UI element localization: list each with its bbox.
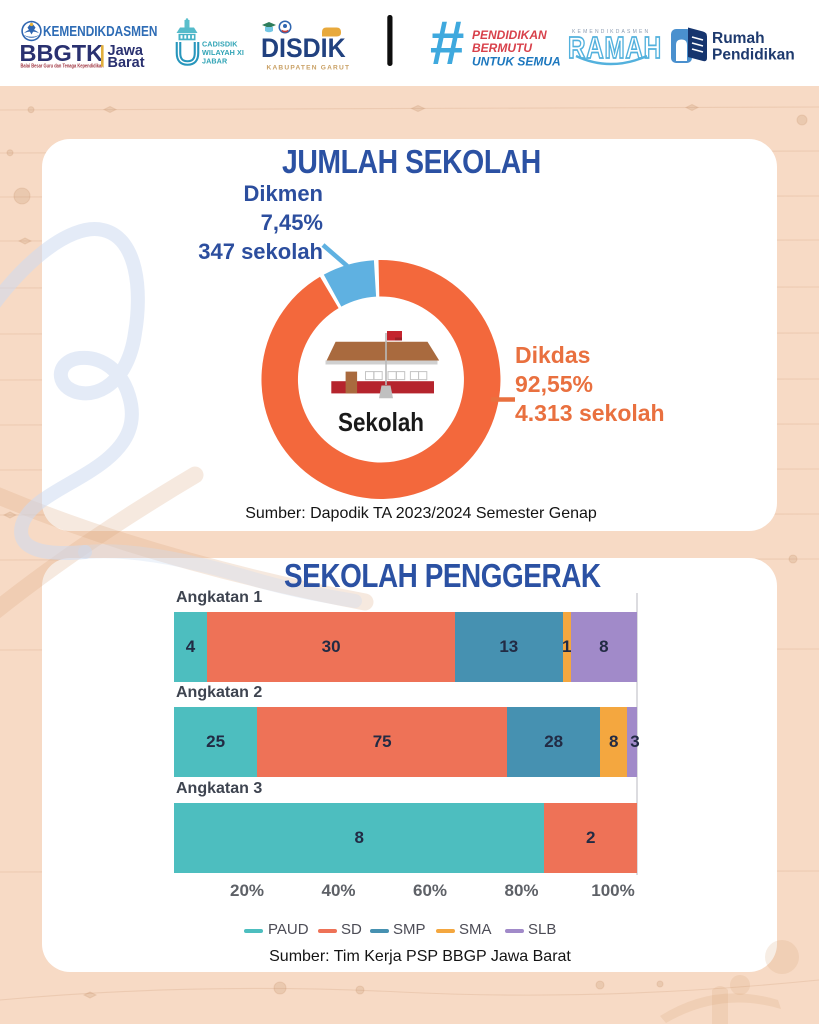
svg-text:Jawa: Jawa xyxy=(108,43,144,59)
svg-text:#: # xyxy=(429,9,464,78)
svg-text:BBGTK: BBGTK xyxy=(20,40,104,66)
svg-text:BERMUTU: BERMUTU xyxy=(472,41,532,55)
svg-text:KEMENDIKDASMEN: KEMENDIKDASMEN xyxy=(572,29,650,35)
svg-text:Balai Besar Guru dan Tenaga Ke: Balai Besar Guru dan Tenaga Kependidikan xyxy=(21,63,104,70)
svg-text:KEMENDIKDASMEN: KEMENDIKDASMEN xyxy=(43,23,157,40)
svg-text:KABUPATEN GARUT: KABUPATEN GARUT xyxy=(267,64,351,71)
svg-text:JABAR: JABAR xyxy=(202,57,228,66)
svg-text:Pendidikan: Pendidikan xyxy=(712,47,795,64)
svg-text:WILAYAH XI: WILAYAH XI xyxy=(202,48,244,57)
svg-text:DISDIK: DISDIK xyxy=(261,32,346,63)
svg-text:Barat: Barat xyxy=(108,55,145,71)
svg-text:Rumah: Rumah xyxy=(712,30,765,47)
svg-text:PENDIDIKAN: PENDIDIKAN xyxy=(472,28,547,42)
svg-text:CADISDIK: CADISDIK xyxy=(202,40,238,49)
svg-text:UNTUK SEMUA: UNTUK SEMUA xyxy=(472,55,561,69)
